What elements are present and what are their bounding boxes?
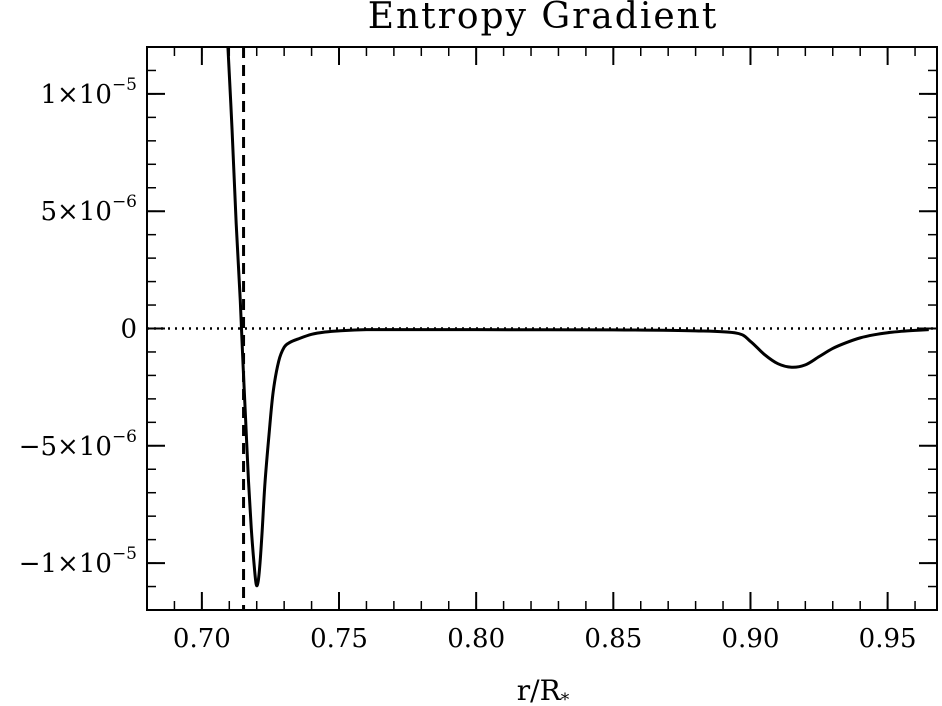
y-tick-label: 0 [120,315,137,345]
y-tick-label: −5×10−6 [19,427,137,462]
entropy-gradient-line [226,46,929,588]
x-tick-label: 0.80 [447,624,505,654]
y-tick-label: 1×10−5 [41,75,137,110]
x-tick-label: 0.90 [722,624,780,654]
x-tick-labels: 0.70 0.75 0.80 0.85 0.90 0.95 [173,624,917,654]
y-tick-label: −1×10−5 [19,544,137,579]
reference-lines [147,47,937,610]
x-tick-label: 0.95 [859,624,917,654]
chart-title: Entropy Gradient [368,0,719,37]
x-tick-label: 0.75 [310,624,368,654]
y-tick-label: 5×10−6 [41,192,137,227]
x-tick-label: 0.85 [584,624,642,654]
x-tick-label: 0.70 [173,624,231,654]
x-axis-label: r/R* [517,674,570,706]
y-tick-labels: 1×10−5 5×10−6 0 −5×10−6 −1×10−5 [19,75,137,579]
